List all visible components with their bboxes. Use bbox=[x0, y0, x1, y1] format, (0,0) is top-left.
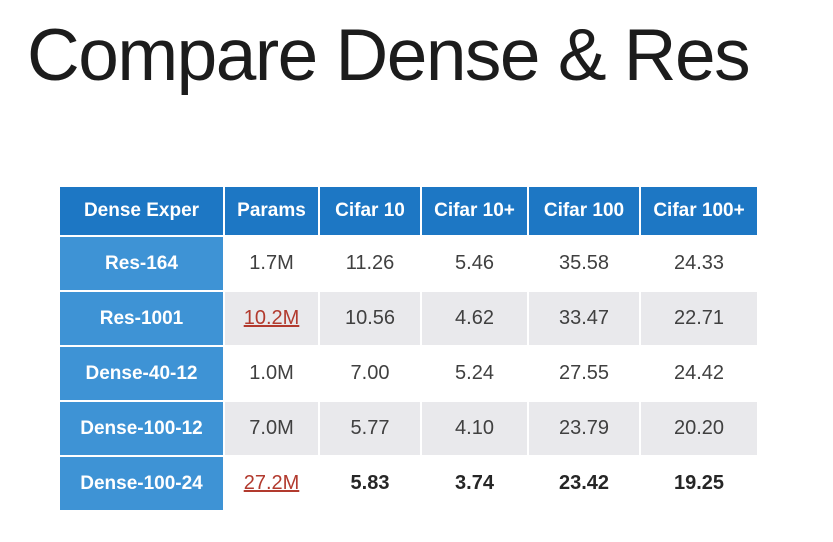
cell-cifar100: 23.79 bbox=[529, 402, 641, 457]
cell-cifar10: 5.83 bbox=[320, 457, 422, 512]
cell-cifar100: 33.47 bbox=[529, 292, 641, 347]
row-header-res-164: Res-164 bbox=[60, 237, 225, 292]
row-header-dense-100-12: Dense-100-12 bbox=[60, 402, 225, 457]
cell-cifar10: 5.77 bbox=[320, 402, 422, 457]
cell-cifar10plus: 3.74 bbox=[422, 457, 529, 512]
cell-cifar10: 7.00 bbox=[320, 347, 422, 402]
table-row-res-1001: Res-1001 10.2M 10.56 4.62 33.47 22.71 bbox=[60, 292, 759, 347]
cell-params-highlighted: 27.2M bbox=[225, 457, 320, 512]
cell-params: 1.0M bbox=[225, 347, 320, 402]
cell-cifar100: 27.55 bbox=[529, 347, 641, 402]
cell-cifar10plus: 5.46 bbox=[422, 237, 529, 292]
row-header-res-1001: Res-1001 bbox=[60, 292, 225, 347]
cell-cifar10plus: 4.10 bbox=[422, 402, 529, 457]
column-header-cifar10: Cifar 10 bbox=[320, 187, 422, 237]
cell-cifar100plus: 19.25 bbox=[641, 457, 759, 512]
cell-cifar100plus: 24.42 bbox=[641, 347, 759, 402]
row-header-dense-100-24: Dense-100-24 bbox=[60, 457, 225, 512]
cell-cifar100: 35.58 bbox=[529, 237, 641, 292]
cell-cifar10plus: 5.24 bbox=[422, 347, 529, 402]
column-header-dense-exper: Dense Exper bbox=[60, 187, 225, 237]
table-row-dense-100-24: Dense-100-24 27.2M 5.83 3.74 23.42 19.25 bbox=[60, 457, 759, 512]
comparison-table: Dense Exper Params Cifar 10 Cifar 10+ Ci… bbox=[60, 187, 759, 512]
cell-params: 7.0M bbox=[225, 402, 320, 457]
cell-cifar10: 11.26 bbox=[320, 237, 422, 292]
cell-cifar100: 23.42 bbox=[529, 457, 641, 512]
cell-cifar100plus: 24.33 bbox=[641, 237, 759, 292]
column-header-params: Params bbox=[225, 187, 320, 237]
cell-cifar100plus: 20.20 bbox=[641, 402, 759, 457]
cell-cifar10plus: 4.62 bbox=[422, 292, 529, 347]
cell-cifar100plus: 22.71 bbox=[641, 292, 759, 347]
table-header-row: Dense Exper Params Cifar 10 Cifar 10+ Ci… bbox=[60, 187, 759, 237]
slide-title: Compare Dense & Res bbox=[27, 15, 751, 96]
column-header-cifar100plus: Cifar 100+ bbox=[641, 187, 759, 237]
column-header-cifar100: Cifar 100 bbox=[529, 187, 641, 237]
table-row-res-164: Res-164 1.7M 11.26 5.46 35.58 24.33 bbox=[60, 237, 759, 292]
cell-params-highlighted: 10.2M bbox=[225, 292, 320, 347]
cell-cifar10: 10.56 bbox=[320, 292, 422, 347]
cell-params: 1.7M bbox=[225, 237, 320, 292]
table-row-dense-100-12: Dense-100-12 7.0M 5.77 4.10 23.79 20.20 bbox=[60, 402, 759, 457]
column-header-cifar10plus: Cifar 10+ bbox=[422, 187, 529, 237]
row-header-dense-40-12: Dense-40-12 bbox=[60, 347, 225, 402]
table-row-dense-40-12: Dense-40-12 1.0M 7.00 5.24 27.55 24.42 bbox=[60, 347, 759, 402]
